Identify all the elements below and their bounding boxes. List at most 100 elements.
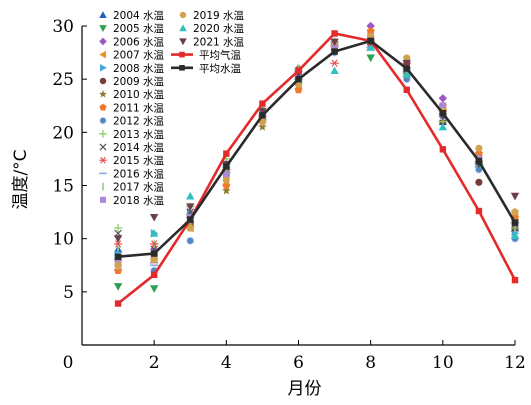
line-point xyxy=(475,157,483,165)
line-point xyxy=(150,271,158,279)
series-2 xyxy=(113,49,520,293)
legend-marker xyxy=(99,90,107,98)
legend-entry: 2015 水温 xyxy=(99,155,165,167)
legend-entry: 2009 水温 xyxy=(99,76,165,88)
legend-marker xyxy=(99,143,107,151)
legend-marker xyxy=(99,116,107,125)
data-point xyxy=(150,256,158,264)
data-point xyxy=(438,94,448,103)
legend-label: 2013 水温 xyxy=(113,129,165,141)
y-tick-label: 15 xyxy=(52,177,74,197)
y-axis-label: 温度/°C xyxy=(11,149,31,209)
legend-label: 2014 水温 xyxy=(113,142,165,154)
y-tick-label: 30 xyxy=(52,17,74,37)
legend-marker xyxy=(99,103,107,111)
legend-entry: 平均气温 xyxy=(171,49,241,62)
legend-entry: 2007 水温 xyxy=(99,50,165,62)
legend-label: 2018 水温 xyxy=(113,195,165,207)
legend-marker xyxy=(99,50,107,59)
legend-entry: 2005 水温 xyxy=(99,23,165,35)
data-point xyxy=(113,240,123,248)
line-point xyxy=(511,219,519,226)
data-point xyxy=(330,66,339,75)
legend-marker xyxy=(179,65,185,71)
legend-entry: 2014 水温 xyxy=(99,142,165,154)
legend-entry: 2010 水温 xyxy=(99,89,165,101)
line-point xyxy=(223,150,230,157)
data-point xyxy=(113,235,123,243)
y-tick-label: 25 xyxy=(52,70,74,90)
x-tick-label: 8 xyxy=(365,353,376,373)
legend-marker xyxy=(179,11,187,19)
x-tick-label: 0 xyxy=(63,353,74,373)
data-point xyxy=(149,214,159,222)
series-11 xyxy=(114,43,519,254)
data-point xyxy=(510,231,520,239)
legend-marker xyxy=(179,24,187,32)
legend-label: 2004 水温 xyxy=(113,10,165,22)
plot-marks xyxy=(113,21,520,307)
data-point xyxy=(439,102,447,110)
legend-entry: 平均水温 xyxy=(171,63,241,75)
series-5 xyxy=(114,37,520,259)
legend-label: 2016 水温 xyxy=(113,168,165,180)
legend-label: 2011 水温 xyxy=(113,102,165,114)
legend-marker xyxy=(179,51,185,58)
data-point xyxy=(294,85,303,94)
data-point xyxy=(475,144,483,152)
legend-label: 平均气温 xyxy=(199,49,241,62)
line-point xyxy=(439,146,447,153)
series-9 xyxy=(114,43,520,275)
data-point xyxy=(366,43,375,51)
legend-entry: 2019 水温 xyxy=(179,10,245,22)
line-point xyxy=(403,65,410,72)
legend-marker xyxy=(99,196,107,203)
legend-label: 2010 水温 xyxy=(113,89,165,101)
legend-label: 2017 水温 xyxy=(113,182,165,194)
y-tick-label: 10 xyxy=(52,230,74,250)
legend-marker xyxy=(99,77,107,85)
line-series-2 xyxy=(114,37,519,260)
data-point xyxy=(221,186,231,195)
data-point xyxy=(402,59,411,68)
legend-label: 2019 水温 xyxy=(193,10,245,22)
data-point xyxy=(475,178,483,186)
series-3 xyxy=(113,21,520,265)
line-series-1 xyxy=(114,30,519,307)
legend-marker xyxy=(179,38,187,46)
legend-entry: 2006 水温 xyxy=(99,36,165,48)
line-point xyxy=(295,67,302,74)
data-point xyxy=(222,176,230,184)
series-1 xyxy=(113,37,520,264)
data-point xyxy=(258,122,267,131)
line-point xyxy=(259,112,266,119)
legend-entry: 2011 水温 xyxy=(99,102,165,114)
legend-label: 2007 水温 xyxy=(113,50,165,62)
legend-entry: 2012 水温 xyxy=(99,116,165,128)
data-point xyxy=(113,283,123,291)
series-7 xyxy=(113,37,520,275)
x-tick-label: 2 xyxy=(149,353,160,373)
data-point xyxy=(403,54,411,62)
data-point xyxy=(366,54,375,63)
data-point xyxy=(186,224,194,232)
legend-entry: 2020 水温 xyxy=(179,23,245,35)
line-point xyxy=(439,109,447,117)
legend-marker xyxy=(99,156,107,164)
legend-label: 2012 水温 xyxy=(113,116,165,128)
series-12 xyxy=(113,38,520,248)
data-point xyxy=(222,171,230,179)
line-point xyxy=(511,276,519,284)
line-point xyxy=(114,300,122,307)
legend-marker xyxy=(99,11,107,19)
line-point xyxy=(331,30,338,37)
line-point xyxy=(403,86,410,93)
legend-entry: 2016 水温 xyxy=(99,168,165,180)
legend-label: 平均水温 xyxy=(199,63,241,75)
data-point xyxy=(186,203,195,211)
line-point xyxy=(475,207,483,215)
data-point xyxy=(510,192,520,201)
data-point xyxy=(149,240,159,248)
data-point xyxy=(331,43,338,51)
